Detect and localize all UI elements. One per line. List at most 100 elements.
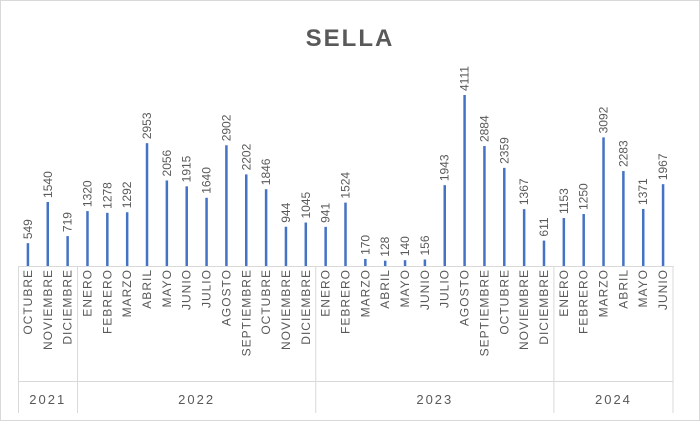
year-label: 2021 xyxy=(29,392,66,407)
data-label: 941 xyxy=(319,203,333,223)
bar xyxy=(383,260,387,266)
category-label: FEBRERO xyxy=(100,269,114,334)
year-label: 2022 xyxy=(178,392,215,407)
category-label: ABRIL xyxy=(140,269,154,309)
data-label: 1320 xyxy=(80,180,94,207)
bar xyxy=(145,143,149,266)
bar xyxy=(522,209,526,266)
data-label: 944 xyxy=(279,202,293,222)
bar xyxy=(185,186,188,266)
category-label: MARZO xyxy=(358,269,372,317)
data-label: 140 xyxy=(398,236,412,256)
year-label: 2024 xyxy=(595,392,632,407)
bar xyxy=(46,201,50,266)
bar xyxy=(106,212,109,266)
data-label: 1292 xyxy=(120,181,134,208)
bar xyxy=(324,226,327,266)
category-label: JUNIO xyxy=(180,269,194,310)
data-label: 4111 xyxy=(458,66,472,91)
category-label: NOVIEMBRE xyxy=(279,269,293,350)
data-label: 2953 xyxy=(140,112,154,139)
data-label: 2902 xyxy=(219,114,233,141)
category-label: MARZO xyxy=(597,269,611,317)
category-label: NOVIEMBRE xyxy=(517,269,531,350)
category-label: JUNIO xyxy=(656,269,670,310)
category-label: OCTUBRE xyxy=(497,269,511,335)
category-label: DICIEMBRE xyxy=(537,269,551,345)
data-label: 1524 xyxy=(339,172,353,199)
bar xyxy=(26,243,30,266)
data-label: 2283 xyxy=(616,140,630,167)
category-label: SEPTIEMBRE xyxy=(477,269,491,356)
category-label: ENERO xyxy=(80,269,94,317)
bar xyxy=(562,218,566,266)
chart-title: SELLA xyxy=(306,25,395,52)
bar xyxy=(622,171,625,266)
bar xyxy=(661,184,665,266)
data-label: 1367 xyxy=(517,178,531,205)
category-label: FEBRERO xyxy=(339,269,353,334)
data-label: 2359 xyxy=(497,137,511,164)
data-label: 549 xyxy=(21,219,35,239)
data-label: 1371 xyxy=(636,178,650,205)
data-label: 611 xyxy=(537,217,551,236)
category-label: MAYO xyxy=(636,269,650,307)
bar xyxy=(66,236,69,266)
bar xyxy=(582,214,585,266)
data-label: 1045 xyxy=(299,192,313,219)
bar xyxy=(483,146,486,266)
category-label: ENERO xyxy=(557,269,571,317)
bar xyxy=(225,145,228,266)
category-label: JULIO xyxy=(438,269,452,308)
category-label: JULIO xyxy=(200,269,214,308)
category-label: FEBRERO xyxy=(577,269,591,334)
data-label: 1250 xyxy=(577,183,591,210)
category-label: OCTUBRE xyxy=(259,269,273,335)
bar xyxy=(205,197,208,266)
bar xyxy=(245,174,248,266)
bar xyxy=(165,180,169,266)
bar xyxy=(264,189,268,266)
data-label: 128 xyxy=(378,236,392,256)
bar xyxy=(304,222,308,266)
year-label: 2023 xyxy=(416,392,453,407)
bar xyxy=(423,259,427,266)
bar xyxy=(403,260,407,266)
category-label: AGOSTO xyxy=(458,269,472,326)
data-label: 2056 xyxy=(160,149,174,176)
data-label: 1640 xyxy=(200,167,214,194)
bar xyxy=(344,202,347,266)
category-label: AGOSTO xyxy=(219,269,233,326)
category-label: MARZO xyxy=(120,269,134,317)
category-label: JUNIO xyxy=(418,269,432,310)
category-label: MAYO xyxy=(398,269,412,307)
data-label: 1846 xyxy=(259,158,273,185)
data-label: 1153 xyxy=(557,188,571,214)
data-label: 2884 xyxy=(477,115,491,142)
category-label: ABRIL xyxy=(378,269,392,309)
bar xyxy=(463,95,466,266)
data-label: 3092 xyxy=(597,106,611,133)
bar xyxy=(503,167,506,266)
data-label: 1967 xyxy=(656,153,670,180)
bar xyxy=(364,258,367,266)
category-label: OCTUBRE xyxy=(21,269,35,335)
data-label: 1915 xyxy=(180,155,194,182)
data-label: 2202 xyxy=(239,143,253,170)
data-label: 719 xyxy=(61,212,75,232)
data-label: 1278 xyxy=(100,182,114,209)
category-label: ENERO xyxy=(319,269,333,317)
category-label: SEPTIEMBRE xyxy=(239,269,253,356)
category-label: NOVIEMBRE xyxy=(41,269,55,350)
data-label: 1943 xyxy=(438,154,452,181)
data-label: 1540 xyxy=(41,171,55,198)
category-label: DICIEMBRE xyxy=(61,269,75,345)
bar xyxy=(125,212,129,266)
bar xyxy=(443,185,446,266)
category-label: ABRIL xyxy=(616,269,630,309)
data-label: 170 xyxy=(358,235,372,255)
bar xyxy=(284,226,288,266)
bar xyxy=(86,211,89,266)
